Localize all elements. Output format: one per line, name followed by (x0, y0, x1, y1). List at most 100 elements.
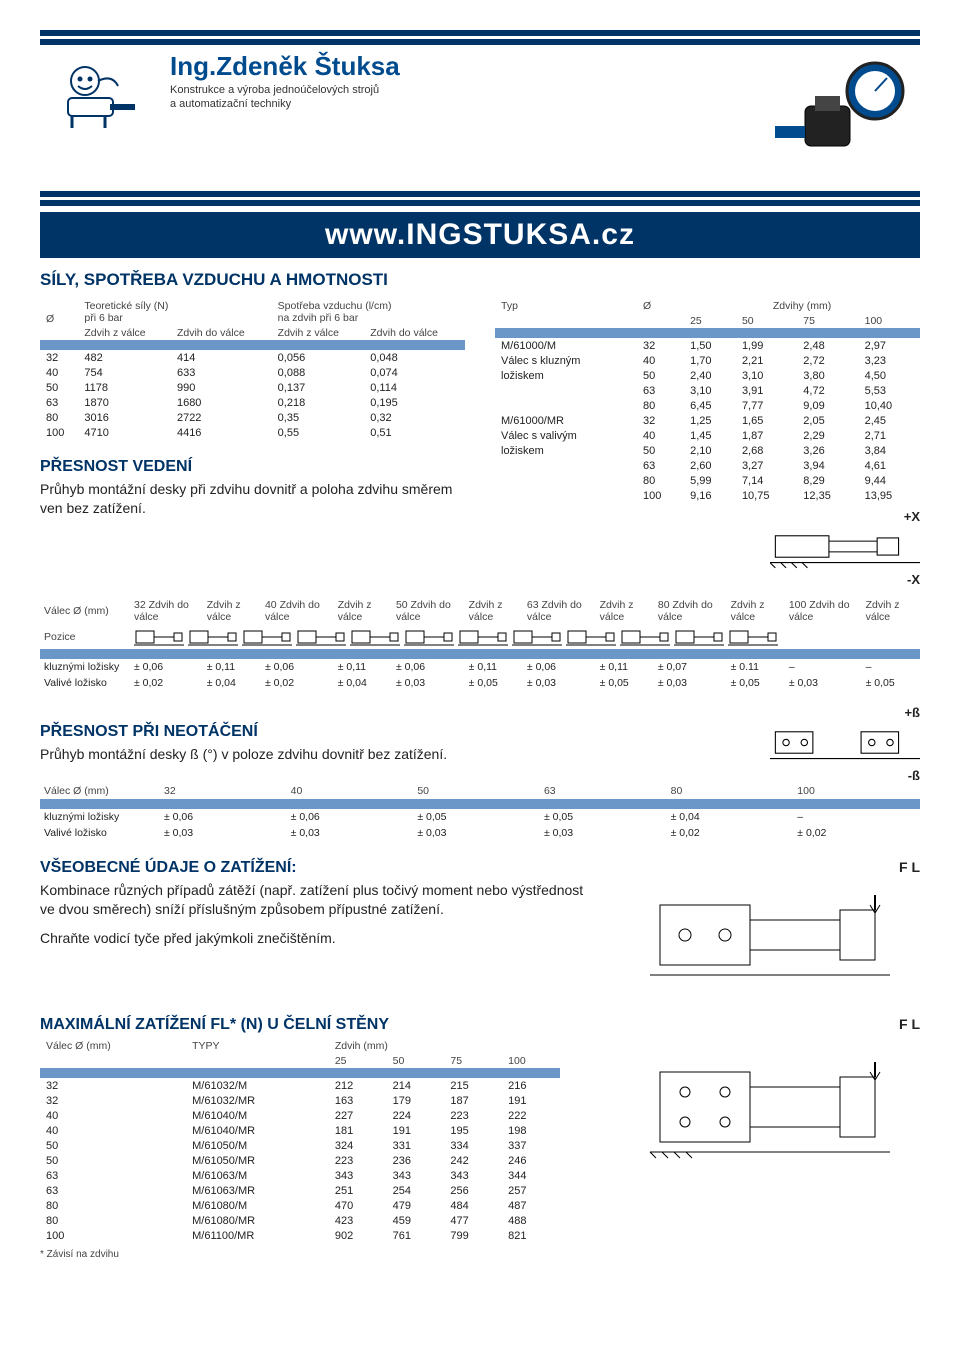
ml-h100: 100 (502, 1053, 560, 1068)
table-precision-values: Válec Ø (mm) 32 Zdvih do válce Zdvih z v… (40, 597, 920, 691)
table-row: 100M/61100/MR902761799821 (40, 1228, 560, 1243)
table-forces: Ø Teoretické síly (N)při 6 bar Spotřeba … (40, 298, 465, 440)
piston-icon (350, 627, 400, 647)
t3-h-pozice: Pozice (40, 625, 130, 649)
logo-subtitle-1: Konstrukce a výroba jednoúčelových stroj… (170, 84, 400, 96)
t3-c0: 32 Zdvih do válce (130, 597, 203, 625)
table-row: 805,997,148,299,44 (495, 473, 920, 488)
piston-icon (620, 627, 670, 647)
table-row: 80M/61080/MR423459477488 (40, 1213, 560, 1228)
t3-c6: 63 Zdvih do válce (523, 597, 596, 625)
t4-h80: 80 (667, 783, 794, 799)
table-row: 50M/61050/MR223236242246 (40, 1153, 560, 1168)
table-row: 1009,1610,7512,3513,95 (495, 488, 920, 503)
piston-icon (404, 627, 454, 647)
table-row: 632,603,273,944,61 (495, 458, 920, 473)
piston-icon (134, 627, 184, 647)
label-minus-x: -X (495, 572, 920, 587)
table-row: 633,103,914,725,53 (495, 383, 920, 398)
t2-h75: 75 (797, 313, 858, 328)
piston-icon (188, 627, 238, 647)
precision-title: PŘESNOST VEDENÍ (40, 458, 465, 476)
label-minus-b: -ß (770, 768, 920, 783)
t3-h-valec: Válec Ø (mm) (44, 605, 109, 617)
t1-sub2: Zdvih do válce (171, 325, 272, 340)
table-row: 63M/61063/M343343343344 (40, 1168, 560, 1183)
gauge-icon (760, 51, 920, 171)
t2-h50: 50 (736, 313, 797, 328)
fl-label-1: F L (620, 859, 920, 875)
table-row: M/61000/M321,501,992,482,97 (495, 338, 920, 353)
t2-h100: 100 (859, 313, 920, 328)
table-rotation-precision: Válec Ø (mm) 32 40 50 63 80 100 kluznými… (40, 783, 920, 841)
t3-c3: Zdvih z válce (334, 597, 392, 625)
t2-h-dia: Ø (637, 298, 684, 313)
piston-icon (242, 627, 292, 647)
t4-h50: 50 (413, 783, 540, 799)
general-text1: Kombinace různých případů zátěží (např. … (40, 881, 600, 919)
top-bar-1 (40, 30, 920, 36)
t4-h40: 40 (287, 783, 414, 799)
t3-c11: Zdvih z válce (862, 597, 920, 625)
t3-c10: 100 Zdvih do válce (785, 597, 862, 625)
table-row: kluznými ložisky± 0,06± 0,11± 0,06± 0,11… (40, 659, 920, 675)
t1-sub4: Zdvih do válce (364, 325, 465, 340)
ml-h50: 50 (387, 1053, 445, 1068)
logo-subtitle-2: a automatizační techniky (170, 98, 400, 110)
t4-h-valec: Válec Ø (mm) (40, 783, 160, 799)
section-forces-title: SÍLY, SPOTŘEBA VZDUCHU A HMOTNOSTI (40, 270, 920, 290)
table-row: ložiskem502,403,103,804,50 (495, 368, 920, 383)
precision2-text: Průhyb montážní desky ß (°) v poloze zdv… (40, 745, 600, 764)
ml-h25: 25 (329, 1053, 387, 1068)
table-row: Válec s kluzným401,702,212,723,23 (495, 353, 920, 368)
ml-h-valec: Válec Ø (mm) (40, 1038, 186, 1053)
table-row: 80301627220,350,32 (40, 410, 465, 425)
fl-label-2: F L (620, 1016, 920, 1032)
table-row: 40M/61040/M227224223222 (40, 1108, 560, 1123)
table-weights: Typ Ø Zdvihy (mm) 25 50 75 100 M/61000/M… (495, 298, 920, 503)
url-banner: www.INGSTUKSA.cz (40, 212, 920, 258)
table-row: 80M/61080/M470479484487 (40, 1198, 560, 1213)
table-row: 63M/61063/MR251254256257 (40, 1183, 560, 1198)
piston-icon (728, 627, 778, 647)
table-row: 63187016800,2180,195 (40, 395, 465, 410)
t1-h-air: Spotřeba vzduchu (l/cm) (278, 300, 392, 312)
precision2-title: PŘESNOST PŘI NEOTÁČENÍ (40, 723, 740, 741)
t3-c2: 40 Zdvih do válce (261, 597, 334, 625)
label-plus-x: +X (495, 509, 920, 524)
t2-h25: 25 (684, 313, 736, 328)
t1-h-bar: při 6 bar (84, 312, 123, 324)
piston-icon (296, 627, 346, 647)
t3-c4: 50 Zdvih do válce (392, 597, 465, 625)
piston-icon (566, 627, 616, 647)
piston-icon (512, 627, 562, 647)
load-diagram-2-icon (640, 1032, 900, 1182)
t1-sub3: Zdvih z válce (272, 325, 365, 340)
t1-h-dia: Ø (40, 298, 78, 340)
label-plus-b: +ß (770, 705, 920, 720)
table-row: 32M/61032/MR163179187191 (40, 1093, 560, 1108)
table-row: 50M/61050/M324331334337 (40, 1138, 560, 1153)
table-row: M/61000/MR321,251,652,052,45 (495, 413, 920, 428)
header: Ing.Zdeněk Štuksa Konstrukce a výroba je… (40, 51, 920, 171)
mascot-icon (40, 51, 160, 141)
t2-h-typ: Typ (495, 298, 637, 313)
piston-icon (674, 627, 724, 647)
table-row: 806,457,779,0910,40 (495, 398, 920, 413)
precision2-diagram-icon (770, 720, 920, 765)
piston-icon (458, 627, 508, 647)
table-row: 407546330,0880,074 (40, 365, 465, 380)
table-row: 324824140,0560,048 (40, 350, 465, 365)
table-row: ložiskem502,102,683,263,84 (495, 443, 920, 458)
t4-h63: 63 (540, 783, 667, 799)
mid-bar-2 (40, 200, 920, 206)
precision-text: Průhyb montážní desky při zdvihu dovnitř… (40, 480, 465, 518)
table-row: 100471044160,550,51 (40, 425, 465, 440)
general-text2: Chraňte vodicí tyče před jakýmkoli zneči… (40, 929, 600, 948)
load-diagram-1-icon (640, 875, 900, 995)
table-row: kluznými ložisky± 0,06± 0,06± 0,05± 0,05… (40, 809, 920, 825)
logo-text-block: Ing.Zdeněk Štuksa Konstrukce a výroba je… (170, 51, 400, 110)
logo-title: Ing.Zdeněk Štuksa (170, 51, 400, 82)
top-bar-2 (40, 39, 920, 45)
table-row: Valivé ložisko± 0,02± 0,04± 0,02± 0,04± … (40, 675, 920, 691)
